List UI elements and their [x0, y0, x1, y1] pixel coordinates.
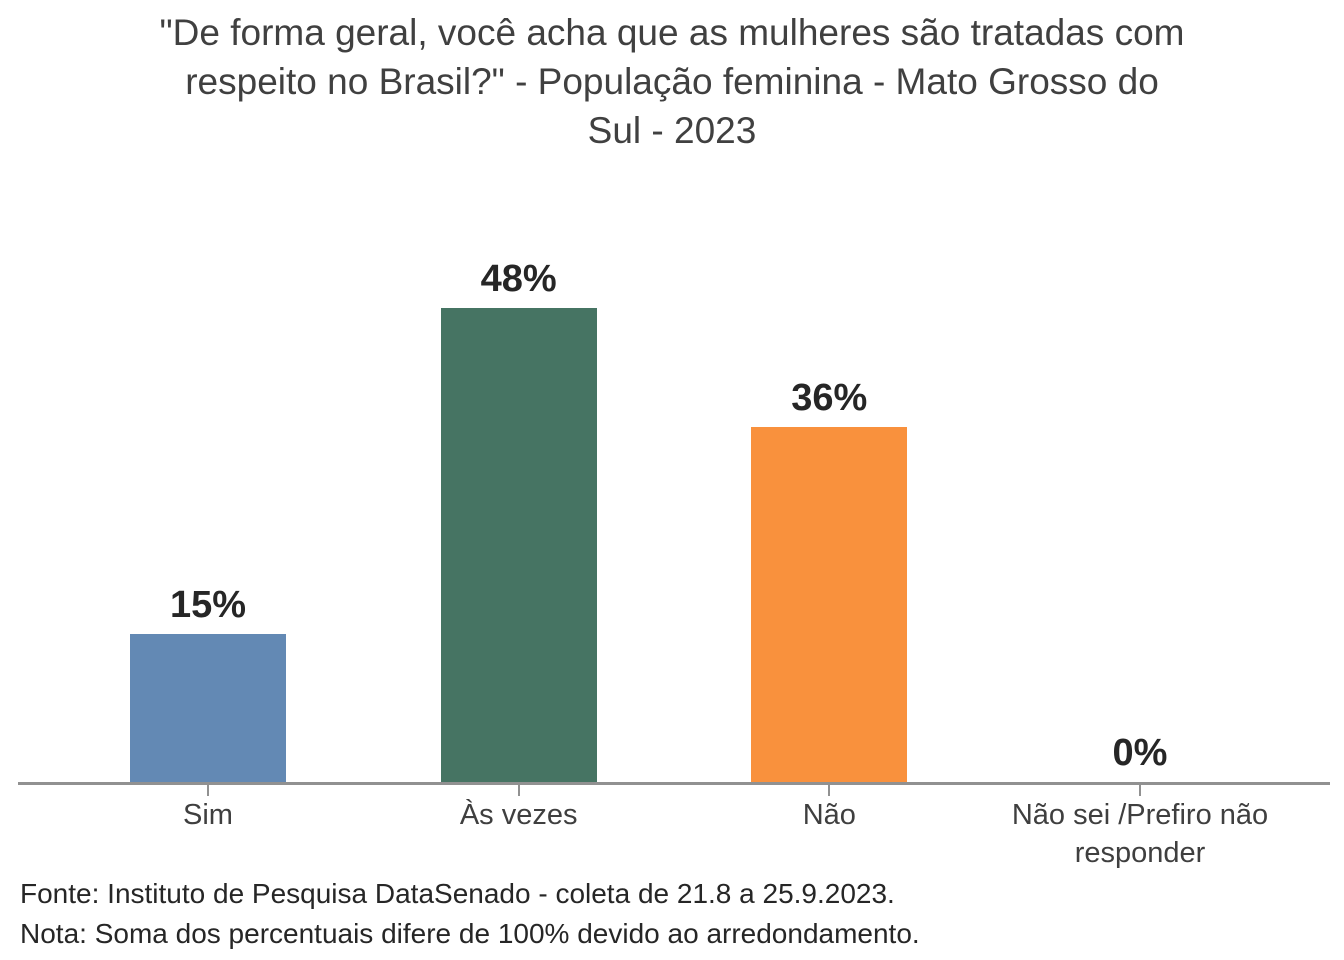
x-axis-tick	[828, 785, 831, 796]
value-label: 0%	[1112, 732, 1168, 774]
x-axis-category-label: Sim	[183, 799, 233, 831]
value-label: 15%	[169, 583, 247, 626]
chart-title-line: "De forma geral, você acha que as mulher…	[159, 12, 1185, 53]
x-axis-category-label: Não	[802, 799, 856, 831]
value-label: 36%	[791, 376, 868, 419]
x-axis-tick	[517, 785, 520, 796]
value-label: 48%	[480, 258, 557, 300]
bar-sim	[130, 633, 286, 782]
source-note: Fonte: Instituto de Pesquisa DataSenado …	[20, 878, 895, 909]
chart-title: "De forma geral, você acha que as mulher…	[0, 8, 1344, 155]
x-axis-category-label: Não sei /Prefiro não responder	[1011, 799, 1269, 869]
x-axis-tick	[207, 785, 209, 796]
chart-title-line: respeito no Brasil?" - População feminin…	[185, 61, 1159, 102]
chart-title-line: Sul - 2023	[587, 110, 757, 151]
x-axis-line	[18, 782, 1330, 785]
x-axis-tick	[1139, 785, 1141, 796]
footnotes: Fonte: Instituto de Pesquisa DataSenado …	[20, 874, 920, 954]
bar-nao	[751, 426, 908, 782]
bar-as-vezes	[440, 308, 597, 782]
x-axis-category-label: Às vezes	[459, 799, 578, 831]
rounding-note: Nota: Soma dos percentuais difere de 100…	[20, 918, 920, 949]
